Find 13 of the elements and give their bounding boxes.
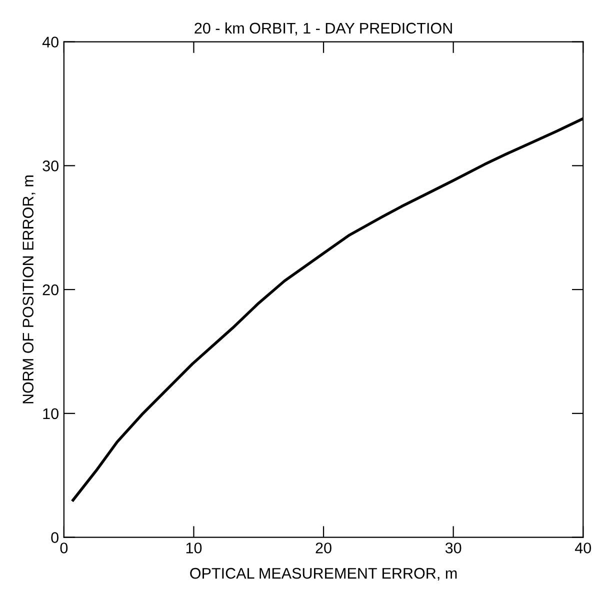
y-axis-title: NORM OF POSITION ERROR, m [22,176,36,404]
chart-title: 20 - km ORBIT, 1 - DAY PREDICTION [194,22,452,36]
y-tick-label: 30 [42,160,58,172]
y-tick-label: 40 [42,36,58,48]
x-tick-label: 10 [186,542,202,554]
x-tick-label: 40 [574,542,592,554]
x-tick-label: 30 [445,542,462,554]
x-axis-title: OPTICAL MEASUREMENT ERROR, m [190,568,457,581]
y-tick-label: 20 [42,284,58,296]
y-tick-label: 10 [43,408,58,420]
x-tick-label: 20 [316,542,332,554]
x-tick-label: 0 [60,542,68,554]
y-tick-label: 0 [51,532,58,543]
